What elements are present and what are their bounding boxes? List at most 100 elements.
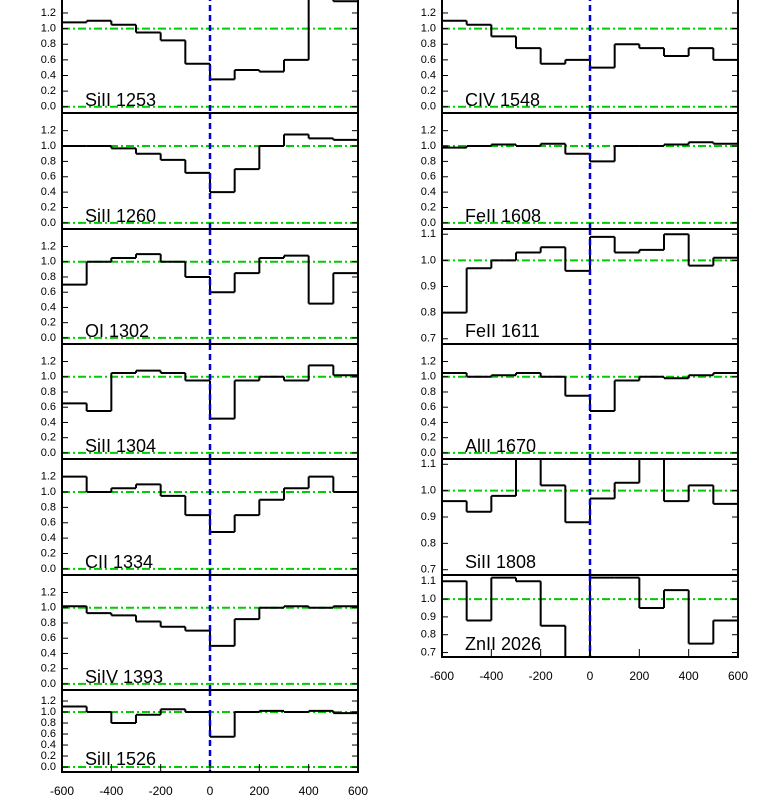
y-tick-label: 1.0 <box>41 602 56 614</box>
y-tick-label: 0.4 <box>41 186 56 198</box>
x-tick-label: 0 <box>207 784 214 798</box>
line-label: FeII 1611 <box>465 321 540 341</box>
line-label: AlII 1670 <box>465 436 536 456</box>
y-tick-label: 0.8 <box>421 307 436 319</box>
y-tick-label: 0.6 <box>41 401 56 413</box>
y-tick-label: 0.6 <box>41 632 56 644</box>
y-tick-label: 0.4 <box>421 186 436 198</box>
line-label: SiII 1304 <box>85 436 156 456</box>
y-tick-label: 0.8 <box>41 155 56 167</box>
y-tick-label: 0.6 <box>421 401 436 413</box>
panel <box>62 0 358 113</box>
y-tick-label: 0.2 <box>41 201 56 213</box>
y-tick-label: 0.8 <box>41 386 56 398</box>
x-tick-label: -600 <box>50 784 74 798</box>
y-tick-label: 1.2 <box>421 7 436 19</box>
y-tick-label: 1.2 <box>41 586 56 598</box>
y-tick-label: 0.2 <box>41 317 56 329</box>
y-tick-label: 0.2 <box>41 432 56 444</box>
x-tick-label: -400 <box>479 669 503 683</box>
x-tick-label: 600 <box>348 784 368 798</box>
line-label: SiIV 1393 <box>85 667 163 687</box>
y-tick-label: 0.7 <box>421 333 436 345</box>
y-tick-label: 0.0 <box>41 761 56 773</box>
y-tick-label: 1.2 <box>41 240 56 252</box>
y-tick-label: 0.6 <box>41 517 56 529</box>
y-tick-label: 0.8 <box>421 629 436 641</box>
y-tick-label: 1.0 <box>41 486 56 498</box>
y-tick-label: 0.4 <box>41 532 56 544</box>
y-tick-label: 0.0 <box>41 678 56 690</box>
line-label: SiII 1526 <box>85 749 156 769</box>
panel <box>442 459 738 575</box>
y-tick-label: 0.8 <box>41 501 56 513</box>
y-tick-label: 1.1 <box>421 228 436 240</box>
y-tick-label: 1.1 <box>421 458 436 470</box>
x-tick-label: 600 <box>728 669 748 683</box>
line-label: SiII 1808 <box>465 552 536 572</box>
x-tick-label: 200 <box>629 669 649 683</box>
y-tick-label: 0.8 <box>41 617 56 629</box>
y-tick-label: 0.8 <box>421 537 436 549</box>
line-label: FeII 1608 <box>465 206 541 226</box>
panel <box>62 113 358 229</box>
y-tick-label: 1.2 <box>41 355 56 367</box>
y-tick-label: 1.1 <box>421 575 436 587</box>
x-tick-label: 0 <box>587 669 594 683</box>
line-label: SiII 1253 <box>85 90 156 110</box>
line-label: CIV 1548 <box>465 90 540 110</box>
y-tick-label: 1.0 <box>421 371 436 383</box>
y-tick-label: 0.4 <box>41 739 56 751</box>
y-tick-label: 0.0 <box>41 447 56 459</box>
x-tick-label: -400 <box>99 784 123 798</box>
y-tick-label: 0.0 <box>421 101 436 113</box>
y-tick-label: 1.2 <box>41 7 56 19</box>
x-tick-label: -600 <box>430 669 454 683</box>
panel <box>62 344 358 459</box>
y-tick-label: 1.2 <box>421 125 436 137</box>
y-tick-label: 0.6 <box>421 171 436 183</box>
x-tick-label: 400 <box>679 669 699 683</box>
y-tick-label: 0.2 <box>421 85 436 97</box>
y-tick-label: 0.0 <box>41 217 56 229</box>
line-label: CII 1334 <box>85 552 153 572</box>
y-tick-label: 0.2 <box>421 201 436 213</box>
panel <box>442 0 738 113</box>
y-tick-label: 0.8 <box>41 271 56 283</box>
panel <box>442 229 738 344</box>
panel <box>442 113 738 229</box>
y-tick-label: 0.0 <box>41 332 56 344</box>
y-tick-label: 1.0 <box>41 23 56 35</box>
x-tick-label: -200 <box>529 669 553 683</box>
line-label: ZnII 2026 <box>465 634 541 654</box>
y-tick-label: 0.0 <box>41 563 56 575</box>
y-tick-label: 0.7 <box>421 564 436 576</box>
y-tick-label: 0.2 <box>41 663 56 675</box>
panel <box>62 575 358 690</box>
y-tick-label: 0.4 <box>41 301 56 313</box>
y-tick-label: 0.2 <box>421 432 436 444</box>
y-tick-label: 1.0 <box>421 593 436 605</box>
y-tick-label: 0.6 <box>41 171 56 183</box>
x-tick-label: -200 <box>149 784 173 798</box>
y-tick-label: 0.8 <box>421 38 436 50</box>
y-tick-label: 0.8 <box>421 386 436 398</box>
y-tick-label: 0.2 <box>41 547 56 559</box>
y-tick-label: 1.2 <box>41 471 56 483</box>
y-tick-label: 0.6 <box>41 286 56 298</box>
line-label: SiII 1260 <box>85 206 156 226</box>
y-tick-label: 0.8 <box>421 155 436 167</box>
y-tick-label: 1.2 <box>421 355 436 367</box>
y-tick-label: 1.0 <box>421 140 436 152</box>
y-tick-label: 0.9 <box>421 611 436 623</box>
y-tick-label: 1.2 <box>41 125 56 137</box>
x-tick-label: 400 <box>299 784 319 798</box>
y-tick-label: 0.4 <box>41 416 56 428</box>
y-tick-label: 0.4 <box>41 69 56 81</box>
y-tick-label: 1.2 <box>41 695 56 707</box>
y-tick-label: 0.8 <box>41 38 56 50</box>
y-tick-label: 0.0 <box>421 217 436 229</box>
y-tick-label: 0.0 <box>421 447 436 459</box>
y-tick-label: 1.0 <box>41 256 56 268</box>
